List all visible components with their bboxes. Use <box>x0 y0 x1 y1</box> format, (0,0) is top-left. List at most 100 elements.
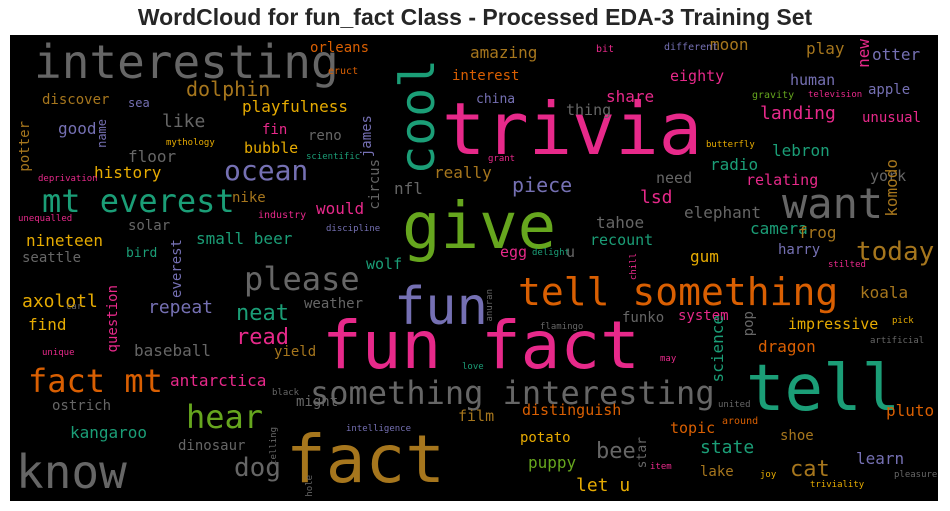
word-ostrich: ostrich <box>52 398 112 414</box>
word-flamingo: flamingo <box>540 322 584 332</box>
word-joy: joy <box>760 470 777 480</box>
word-unequalled: unequalled <box>18 214 73 224</box>
word-let-u: let u <box>576 475 631 496</box>
word-bird: bird <box>126 246 158 261</box>
word-know: know <box>16 445 127 499</box>
word-nineteen: nineteen <box>26 231 104 250</box>
word-need: need <box>656 169 693 187</box>
word-read: read <box>236 325 289 350</box>
word-relating: relating <box>746 171 819 189</box>
word-wolf: wolf <box>366 255 403 273</box>
word-yield: yield <box>274 344 317 360</box>
word-butterfly: butterfly <box>706 140 755 150</box>
word-dinosaur: dinosaur <box>178 438 246 454</box>
word-floor: floor <box>128 147 177 166</box>
word-anuran: anuran <box>485 289 495 322</box>
word-lsd: lsd <box>640 187 673 208</box>
word-china: china <box>476 92 516 107</box>
word-kangaroo: kangaroo <box>70 423 148 442</box>
word-tell: tell <box>746 352 901 426</box>
word-pluto: pluto <box>886 401 935 420</box>
word-reno: reno <box>308 128 342 144</box>
word-recount: recount <box>590 231 654 249</box>
word-interest: interest <box>452 68 520 84</box>
word-pleasure: pleasure <box>894 470 938 480</box>
word-impressive: impressive <box>788 315 879 333</box>
word-axolotl: axolotl <box>22 291 98 312</box>
word-dragon: dragon <box>758 337 816 356</box>
word-good: good <box>58 119 97 138</box>
word-nike: nike <box>232 190 266 206</box>
word-apple: apple <box>868 82 911 98</box>
word-black: black <box>272 388 300 398</box>
word-pop: pop <box>741 311 757 337</box>
word-car: car <box>66 302 83 312</box>
word-mt-everest: mt everest <box>42 182 235 220</box>
word-cool: cool <box>390 59 446 175</box>
word-tell-something: tell something <box>518 270 839 314</box>
word-united: united <box>718 400 751 410</box>
word-like: like <box>162 111 206 132</box>
word-solar: solar <box>128 218 171 234</box>
word-bee: bee <box>596 439 636 464</box>
word-telling: telling <box>269 427 279 465</box>
word-system: system <box>678 308 729 324</box>
word-discipline: discipline <box>326 224 381 234</box>
word-please: please <box>244 260 360 298</box>
word-stilted: stilted <box>828 260 866 270</box>
word-industry: industry <box>258 210 307 221</box>
word-something-interesting: something interesting <box>310 374 715 412</box>
word-different: different <box>664 42 719 53</box>
word-hear: hear <box>186 398 264 436</box>
word-circus: circus <box>367 159 383 210</box>
word-eighty: eighty <box>670 67 725 85</box>
word-share: share <box>606 87 655 106</box>
word-antarctica: antarctica <box>170 371 267 390</box>
word-triviality: triviality <box>810 480 865 490</box>
word-gum: gum <box>690 247 719 266</box>
word-state: state <box>700 437 755 458</box>
word-potter: potter <box>17 121 33 172</box>
word-repeat: repeat <box>148 297 214 318</box>
word-elephant: elephant <box>684 203 762 222</box>
word-find: find <box>28 315 67 334</box>
word-camera: camera <box>750 219 808 238</box>
word-would: would <box>316 199 365 218</box>
word-love: love <box>462 362 484 372</box>
word-fun: fun <box>394 277 488 337</box>
word-baseball: baseball <box>134 341 212 360</box>
word-delight: delight <box>532 248 570 258</box>
word-york: york <box>870 167 907 185</box>
chart-title: WordCloud for fun_fact Class - Processed… <box>137 4 813 30</box>
word-cloud: interesting trivia cool give want mt everest o… <box>10 35 938 501</box>
word-artificial: artificial <box>870 336 925 346</box>
word-fin: fin <box>262 122 288 138</box>
word-history: history <box>94 163 162 182</box>
word-intelligence: intelligence <box>346 424 412 434</box>
word-gravity: gravity <box>752 90 795 101</box>
word-fact: fact <box>286 421 445 498</box>
word-bubble: bubble <box>244 139 299 157</box>
word-thing: thing <box>566 101 612 119</box>
word-fact-mt: fact mt <box>28 362 163 400</box>
word-neat: neat <box>236 301 289 326</box>
word-film: film <box>458 407 495 425</box>
word-sea: sea <box>128 96 150 110</box>
word-discover: discover <box>42 92 110 108</box>
word-name: name <box>95 119 109 148</box>
word-lebron: lebron <box>772 141 830 160</box>
word-dog: dog <box>234 453 281 483</box>
word-science: science <box>708 315 727 383</box>
word-playfulness: playfulness <box>242 97 348 116</box>
word-puppy: puppy <box>528 453 577 472</box>
word-funko: funko <box>622 310 665 326</box>
word-hole: hole <box>305 475 315 497</box>
word-dolphin: dolphin <box>186 77 271 101</box>
word-interesting: interesting <box>34 35 339 89</box>
word-item: item <box>650 462 672 472</box>
word-scientific: scientific <box>306 152 361 162</box>
word-moon: moon <box>710 35 749 54</box>
word-cat: cat <box>790 457 830 482</box>
word-might: might <box>296 394 339 410</box>
word-landing: landing <box>760 103 836 124</box>
